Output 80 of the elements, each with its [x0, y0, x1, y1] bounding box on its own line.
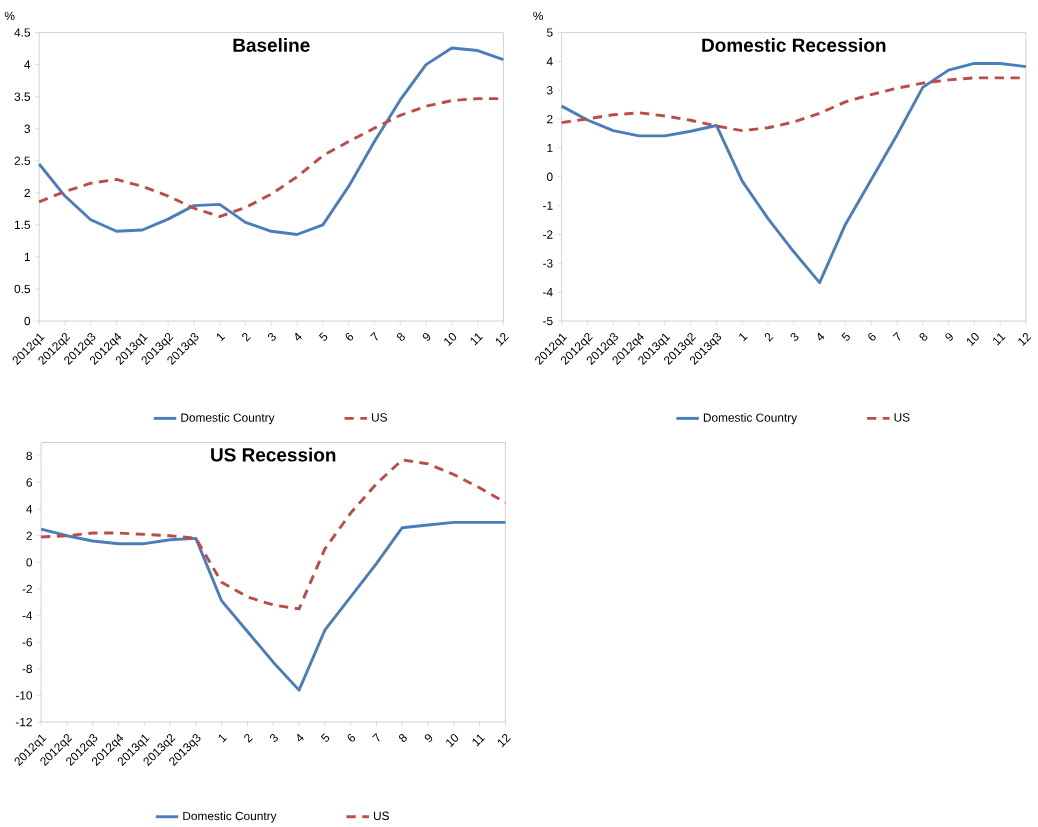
- y-tick-label: -10: [15, 691, 33, 700]
- legend-label: US: [371, 413, 388, 422]
- y-axis-title: %: [4, 11, 15, 20]
- x-tick-label: 7: [892, 331, 901, 341]
- y-tick-label: 2: [547, 114, 553, 124]
- y-tick-label: -2: [543, 230, 553, 239]
- x-tick-label: 4: [297, 733, 304, 742]
- x-tick-label: 7: [372, 732, 380, 742]
- x-tick-label: 9: [945, 332, 953, 341]
- x-tick-label: 5: [841, 332, 850, 341]
- y-tick-label: 0.5: [14, 284, 31, 294]
- x-tick-label: 11: [472, 734, 485, 747]
- y-tick-label: -4: [22, 611, 33, 620]
- x-tick-label: 7: [370, 331, 378, 341]
- y-tick-label: 4.5: [14, 28, 31, 37]
- legend-label: Domestic Country: [183, 811, 277, 823]
- x-tick-label: 1: [739, 333, 748, 342]
- x-tick-label: 4: [817, 332, 825, 341]
- x-tick-label: 8: [919, 332, 928, 341]
- x-tick-label: 4: [295, 332, 302, 341]
- x-tick-label: 3: [267, 332, 276, 341]
- x-tick-label: 8: [398, 733, 407, 742]
- x-tick-label: 11: [470, 333, 483, 346]
- x-tick-label: 2: [764, 332, 774, 342]
- legend-label: Domestic Country: [181, 412, 275, 424]
- x-tick-label: 9: [424, 734, 433, 742]
- x-tick-label: 2: [244, 733, 253, 743]
- y-tick-label: 4: [24, 60, 31, 69]
- y-tick-label: 2: [24, 188, 30, 197]
- x-tick-label: 3: [790, 332, 799, 341]
- x-tick-label: 10: [444, 332, 457, 346]
- y-tick-label: 4: [26, 504, 33, 514]
- y-tick-label: 3: [24, 124, 31, 133]
- y-tick-label: -3: [543, 259, 553, 268]
- x-tick-label: 6: [868, 332, 876, 341]
- x-tick-label: 12: [1018, 332, 1032, 346]
- chart-title: Domestic Recession: [702, 37, 886, 52]
- y-tick-label: -4: [543, 287, 553, 297]
- y-tick-label: 2: [26, 531, 32, 540]
- x-tick-label: 1: [216, 333, 226, 342]
- y-tick-label: 1: [24, 252, 30, 261]
- y-tick-label: -1: [543, 201, 553, 210]
- y-tick-label: -12: [15, 717, 32, 727]
- x-tick-label: 12: [497, 733, 511, 747]
- y-tick-label: -2: [22, 584, 32, 593]
- y-tick-label: 3: [546, 85, 553, 95]
- y-tick-label: 0: [546, 172, 553, 181]
- y-axis-title: %: [533, 11, 543, 20]
- legend-label: Domestic Country: [703, 412, 798, 424]
- chart-title: US Recession: [211, 447, 336, 462]
- x-tick-label: 6: [347, 733, 356, 742]
- y-tick-label: 1: [547, 143, 553, 152]
- x-tick-label: 8: [396, 332, 405, 341]
- y-tick-label: 0: [26, 557, 33, 567]
- y-tick-label: 0: [24, 316, 31, 326]
- x-tick-label: 5: [318, 332, 328, 341]
- x-tick-label: 2: [242, 332, 251, 342]
- y-tick-label: 6: [26, 478, 32, 487]
- y-tick-label: 1.5: [14, 220, 31, 229]
- x-tick-label: 12: [495, 332, 509, 346]
- x-tick-label: 11: [993, 333, 1006, 346]
- y-tick-label: 2.5: [14, 156, 31, 165]
- x-tick-label: 6: [345, 332, 354, 341]
- chart-title: Baseline: [233, 37, 310, 52]
- y-tick-label: -5: [543, 316, 553, 326]
- legend-label: US: [373, 811, 389, 820]
- y-tick-label: 3.5: [14, 92, 31, 101]
- x-tick-label: 10: [446, 733, 459, 747]
- x-tick-label: 5: [320, 733, 330, 742]
- y-tick-label: 5: [546, 28, 553, 37]
- legend-label: US: [894, 413, 910, 422]
- x-tick-label: 9: [422, 332, 431, 341]
- y-tick-label: 8: [26, 451, 32, 460]
- line-series: [560, 61, 1028, 284]
- y-tick-label: -8: [22, 664, 32, 673]
- x-tick-label: 1: [218, 734, 228, 743]
- x-tick-label: 10: [966, 332, 979, 346]
- y-tick-label: 4: [546, 57, 553, 66]
- x-tick-label: 3: [269, 733, 278, 742]
- y-tick-label: -6: [22, 637, 32, 647]
